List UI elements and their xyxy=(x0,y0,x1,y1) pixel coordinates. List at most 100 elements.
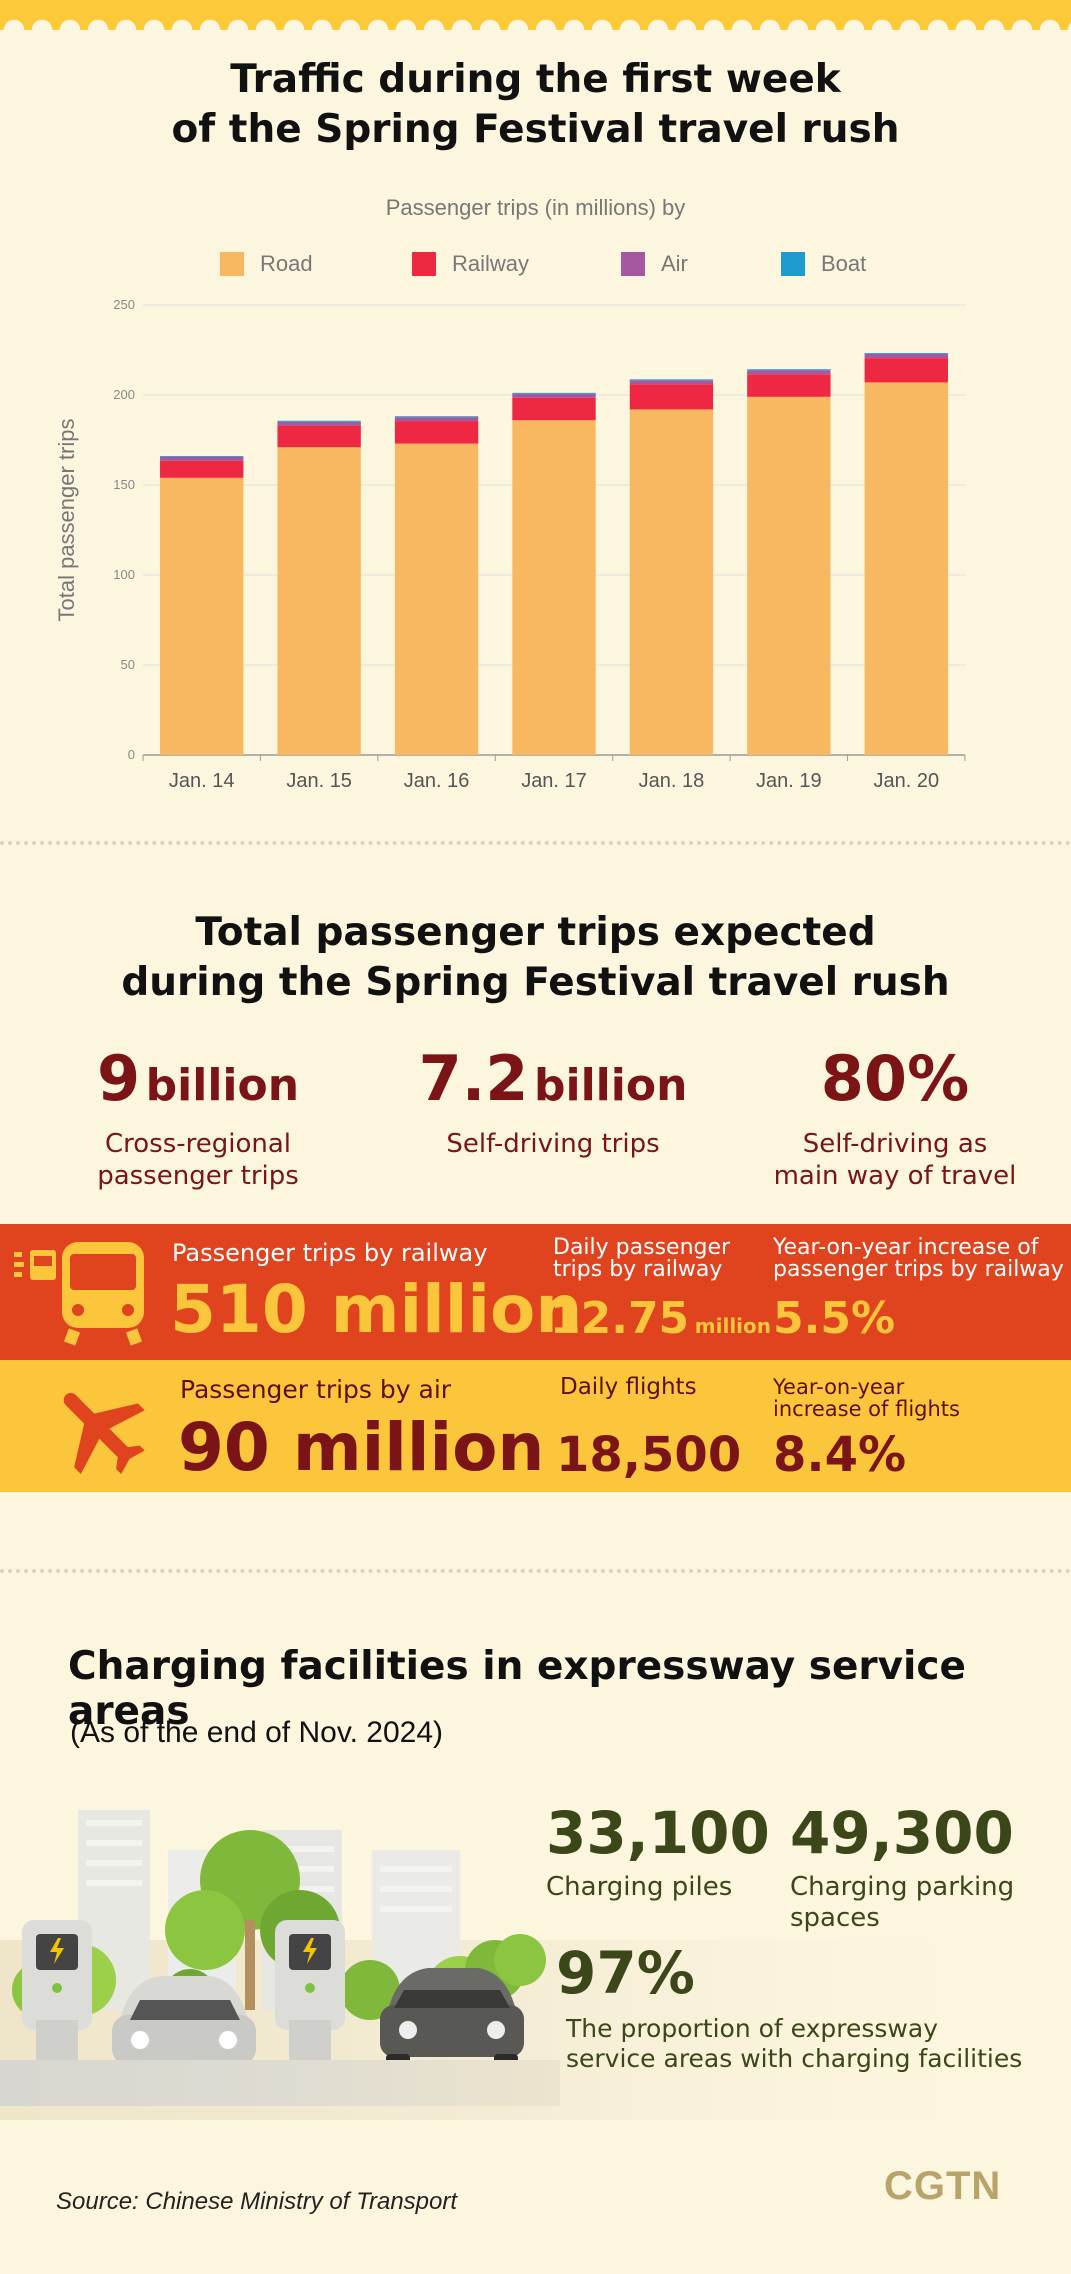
bar-road-jan-18 xyxy=(629,409,714,755)
bar-railway-jan-19 xyxy=(747,374,831,397)
charging-station-illustration xyxy=(0,1810,1071,2120)
railway-daily-label-line1: Daily passenger xyxy=(553,1235,731,1260)
air-yoy-value: 8.4% xyxy=(773,1427,907,1483)
source-note: Source: Chinese Ministry of Transport xyxy=(56,2188,458,2215)
bar-road-jan-16 xyxy=(394,443,479,755)
road xyxy=(0,2060,560,2106)
bar-railway-jan-18 xyxy=(629,384,714,410)
charging-spaces-label: Charging parking spaces xyxy=(790,1872,1014,1934)
train-icon xyxy=(14,1242,144,1346)
section-divider-1 xyxy=(0,841,1071,845)
charging-proportion-value: 97% xyxy=(556,1939,695,2007)
stat-self-driving-share-caption1: Self-driving as xyxy=(802,1129,988,1159)
stat-self-driving-caption: Self-driving trips xyxy=(446,1129,660,1159)
legend-swatch-boat xyxy=(781,252,805,276)
legend-swatch-road xyxy=(220,252,244,276)
charging-pile-icon xyxy=(22,1920,92,2060)
stat-cross-regional-unit: billion xyxy=(145,1060,300,1111)
bar-air-jan-17 xyxy=(512,393,596,398)
legend-air: Air xyxy=(621,251,688,277)
bar-air-jan-16 xyxy=(394,417,479,422)
legend-label-air: Air xyxy=(661,251,688,276)
stat-self-driving: 7.2 billion Self-driving trips xyxy=(393,1046,713,1160)
charging-spaces-label-line2: spaces xyxy=(790,1903,880,1933)
charging-subtitle: (As of the end of Nov. 2024) xyxy=(70,1716,443,1749)
x-tick-label: Jan. 18 xyxy=(639,770,705,792)
x-tick-label: Jan. 20 xyxy=(873,770,939,792)
air-daily-flights-label: Daily flights xyxy=(560,1374,697,1400)
airplane-icon xyxy=(63,1393,145,1475)
expected-trips-title-line1: Total passenger trips expected xyxy=(195,910,876,955)
stat-cross-regional-caption2: passenger trips xyxy=(97,1161,299,1191)
bar-air-jan-19 xyxy=(747,370,831,375)
charging-title: Charging facilities in expressway servic… xyxy=(68,1644,966,1734)
bar-air-jan-20 xyxy=(864,353,948,359)
charging-piles-label: Charging piles xyxy=(546,1872,733,1902)
railway-yoy-label-line2: passenger trips by railway xyxy=(773,1257,1064,1282)
railway-yoy-value: 5.5% xyxy=(773,1293,896,1344)
bar-boat-jan-16 xyxy=(394,416,479,418)
air-trips-value: 90 million xyxy=(178,1409,545,1486)
chart-title-line2: of the Spring Festival travel rush xyxy=(171,107,900,152)
y-tick-label: 250 xyxy=(113,297,135,312)
railway-daily-label: Daily passenger trips by railway xyxy=(553,1237,730,1281)
bar-railway-jan-14 xyxy=(160,460,244,478)
top-scallop-border xyxy=(0,0,1071,30)
legend-label-road: Road xyxy=(260,251,313,276)
charging-proportion-label-line2: service areas with charging facilities xyxy=(566,2044,1023,2073)
bar-railway-jan-17 xyxy=(512,397,596,421)
y-tick-label: 200 xyxy=(113,387,135,402)
charging-spaces-label-line1: Charging parking xyxy=(790,1872,1015,1902)
stacked-bar-chart: Total passenger trips 0 50 100 150 200 250 Ja… xyxy=(54,297,966,792)
air-trips-label: Passenger trips by air xyxy=(180,1375,452,1404)
expected-trips-title-line2: during the Spring Festival travel rush xyxy=(121,960,950,1005)
legend-label-boat: Boat xyxy=(821,251,867,276)
bar-railway-jan-15 xyxy=(277,425,361,448)
x-tick-label: Jan. 16 xyxy=(404,770,470,792)
legend-swatch-railway xyxy=(412,252,436,276)
bar-air-jan-18 xyxy=(629,380,714,385)
bar-road-jan-14 xyxy=(160,477,244,755)
chart-title: Traffic during the first week of the Spr… xyxy=(0,55,1071,155)
railway-daily-value: 12.75 million xyxy=(550,1294,771,1353)
air-yoy-label: Year-on-year increase of flights xyxy=(773,1376,960,1420)
y-tick-label: 150 xyxy=(113,477,135,492)
bar-air-jan-14 xyxy=(160,456,244,461)
bar-railway-jan-16 xyxy=(394,421,479,444)
bar-railway-jan-20 xyxy=(864,358,948,383)
legend-boat: Boat xyxy=(781,251,866,277)
bar-boat-jan-15 xyxy=(277,420,361,422)
legend-railway: Railway xyxy=(412,251,529,277)
bar-boat-jan-17 xyxy=(512,392,596,394)
chart-title-line1: Traffic during the first week xyxy=(230,57,841,102)
air-yoy-label-line1: Year-on-year xyxy=(773,1375,905,1399)
charging-piles-value: 33,100 xyxy=(546,1799,770,1867)
stat-self-driving-number: 7.2 xyxy=(418,1042,529,1115)
bar-road-jan-15 xyxy=(277,447,361,755)
railway-daily-label-line2: trips by railway xyxy=(553,1257,723,1282)
expected-trips-title: Total passenger trips expected during th… xyxy=(0,908,1071,1008)
y-tick-label: 50 xyxy=(121,657,135,672)
bar-road-jan-17 xyxy=(512,420,596,755)
stat-self-driving-share-number: 80% xyxy=(820,1042,970,1115)
bar-boat-jan-19 xyxy=(747,369,831,371)
x-tick-label: Jan. 15 xyxy=(286,770,352,792)
railway-trips-label: Passenger trips by railway xyxy=(172,1239,488,1267)
legend-label-railway: Railway xyxy=(452,251,530,276)
railway-trips-value: 510 million xyxy=(170,1271,583,1348)
bar-road-jan-20 xyxy=(864,382,948,755)
air-band: Passenger trips by air 90 million Daily … xyxy=(0,1360,1071,1492)
bar-air-jan-15 xyxy=(277,421,361,426)
bar-boat-jan-18 xyxy=(629,379,714,381)
legend-road: Road xyxy=(220,251,313,277)
bar-boat-jan-20 xyxy=(864,353,948,354)
railway-band: Passenger trips by railway 510 million D… xyxy=(0,1224,1071,1360)
y-axis-label: Total passenger trips xyxy=(54,419,79,622)
railway-daily-unit: million xyxy=(694,1314,772,1338)
railway-yoy-label-line1: Year-on-year increase of xyxy=(773,1235,1039,1260)
charging-proportion-label: The proportion of expressway service are… xyxy=(566,2014,1022,2074)
y-tick-label: 100 xyxy=(113,567,135,582)
charging-pile-icon xyxy=(275,1920,345,2060)
x-tick-label: Jan. 14 xyxy=(169,770,235,792)
stat-self-driving-unit: billion xyxy=(534,1060,688,1111)
